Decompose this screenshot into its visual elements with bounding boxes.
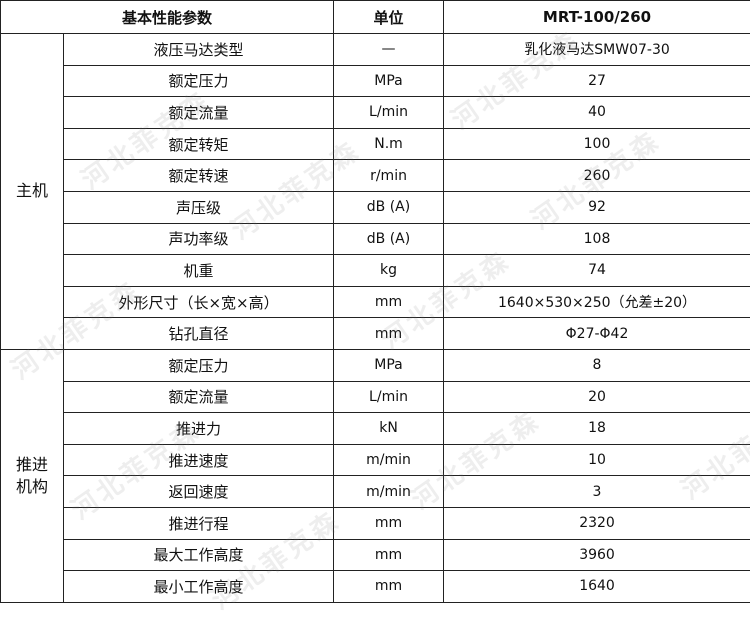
cell-val: 8 <box>444 349 750 381</box>
spec-table: 基本性能参数 单位 MRT-100/260 主机液压马达类型—乳化液马达SMW0… <box>0 0 750 603</box>
cell-param: 额定流量 <box>64 97 334 129</box>
cell-param: 推进行程 <box>64 507 334 539</box>
cell-unit: N.m <box>334 128 444 160</box>
cell-param: 声压级 <box>64 191 334 223</box>
cell-unit: dB (A) <box>334 223 444 255</box>
cell-unit: L/min <box>334 97 444 129</box>
cell-unit: m/min <box>334 476 444 508</box>
cell-param: 最大工作高度 <box>64 539 334 571</box>
cell-val: 92 <box>444 191 750 223</box>
cell-val: 2320 <box>444 507 750 539</box>
cell-val: 10 <box>444 444 750 476</box>
cell-unit: mm <box>334 286 444 318</box>
cell-val: 27 <box>444 65 750 97</box>
header-cell: 基本性能参数 <box>1 1 334 34</box>
cell-val: 3960 <box>444 539 750 571</box>
cell-param: 额定转速 <box>64 160 334 192</box>
cell-unit: MPa <box>334 65 444 97</box>
cell-unit: kg <box>334 255 444 287</box>
cell-param: 外形尺寸（长×宽×高） <box>64 286 334 318</box>
cell-param: 额定转矩 <box>64 128 334 160</box>
cell-val: 40 <box>444 97 750 129</box>
cell-val: 乳化液马达SMW07-30 <box>444 34 750 66</box>
group-label: 推进 机构 <box>1 349 64 602</box>
cell-param: 液压马达类型 <box>64 34 334 66</box>
cell-unit: mm <box>334 318 444 350</box>
cell-param: 机重 <box>64 255 334 287</box>
cell-unit: mm <box>334 507 444 539</box>
cell-unit: kN <box>334 413 444 445</box>
cell-unit: dB (A) <box>334 191 444 223</box>
cell-unit: L/min <box>334 381 444 413</box>
cell-val: 74 <box>444 255 750 287</box>
cell-val: 20 <box>444 381 750 413</box>
cell-param: 最小工作高度 <box>64 571 334 603</box>
cell-param: 钻孔直径 <box>64 318 334 350</box>
cell-param: 推进速度 <box>64 444 334 476</box>
cell-val: 3 <box>444 476 750 508</box>
cell-param: 额定压力 <box>64 349 334 381</box>
cell-param: 返回速度 <box>64 476 334 508</box>
cell-val: 108 <box>444 223 750 255</box>
cell-param: 声功率级 <box>64 223 334 255</box>
cell-val: 18 <box>444 413 750 445</box>
header-cell: 单位 <box>334 1 444 34</box>
cell-val: Φ27-Φ42 <box>444 318 750 350</box>
cell-param: 额定压力 <box>64 65 334 97</box>
cell-unit: m/min <box>334 444 444 476</box>
table-row: 主机液压马达类型—乳化液马达SMW07-30 <box>1 34 750 66</box>
header-cell: MRT-100/260 <box>444 1 750 34</box>
cell-unit: MPa <box>334 349 444 381</box>
page: {"table": { "header": ["基本性能参数", "单位", "… <box>0 0 750 603</box>
cell-val: 260 <box>444 160 750 192</box>
cell-unit: mm <box>334 539 444 571</box>
cell-val: 100 <box>444 128 750 160</box>
cell-val: 1640 <box>444 571 750 603</box>
cell-val: 1640×530×250（允差±20） <box>444 286 750 318</box>
cell-unit: mm <box>334 571 444 603</box>
cell-param: 推进力 <box>64 413 334 445</box>
cell-unit: — <box>334 34 444 66</box>
cell-unit: r/min <box>334 160 444 192</box>
header-row: 基本性能参数 单位 MRT-100/260 <box>1 1 750 34</box>
group-label: 主机 <box>1 34 64 350</box>
cell-param: 额定流量 <box>64 381 334 413</box>
